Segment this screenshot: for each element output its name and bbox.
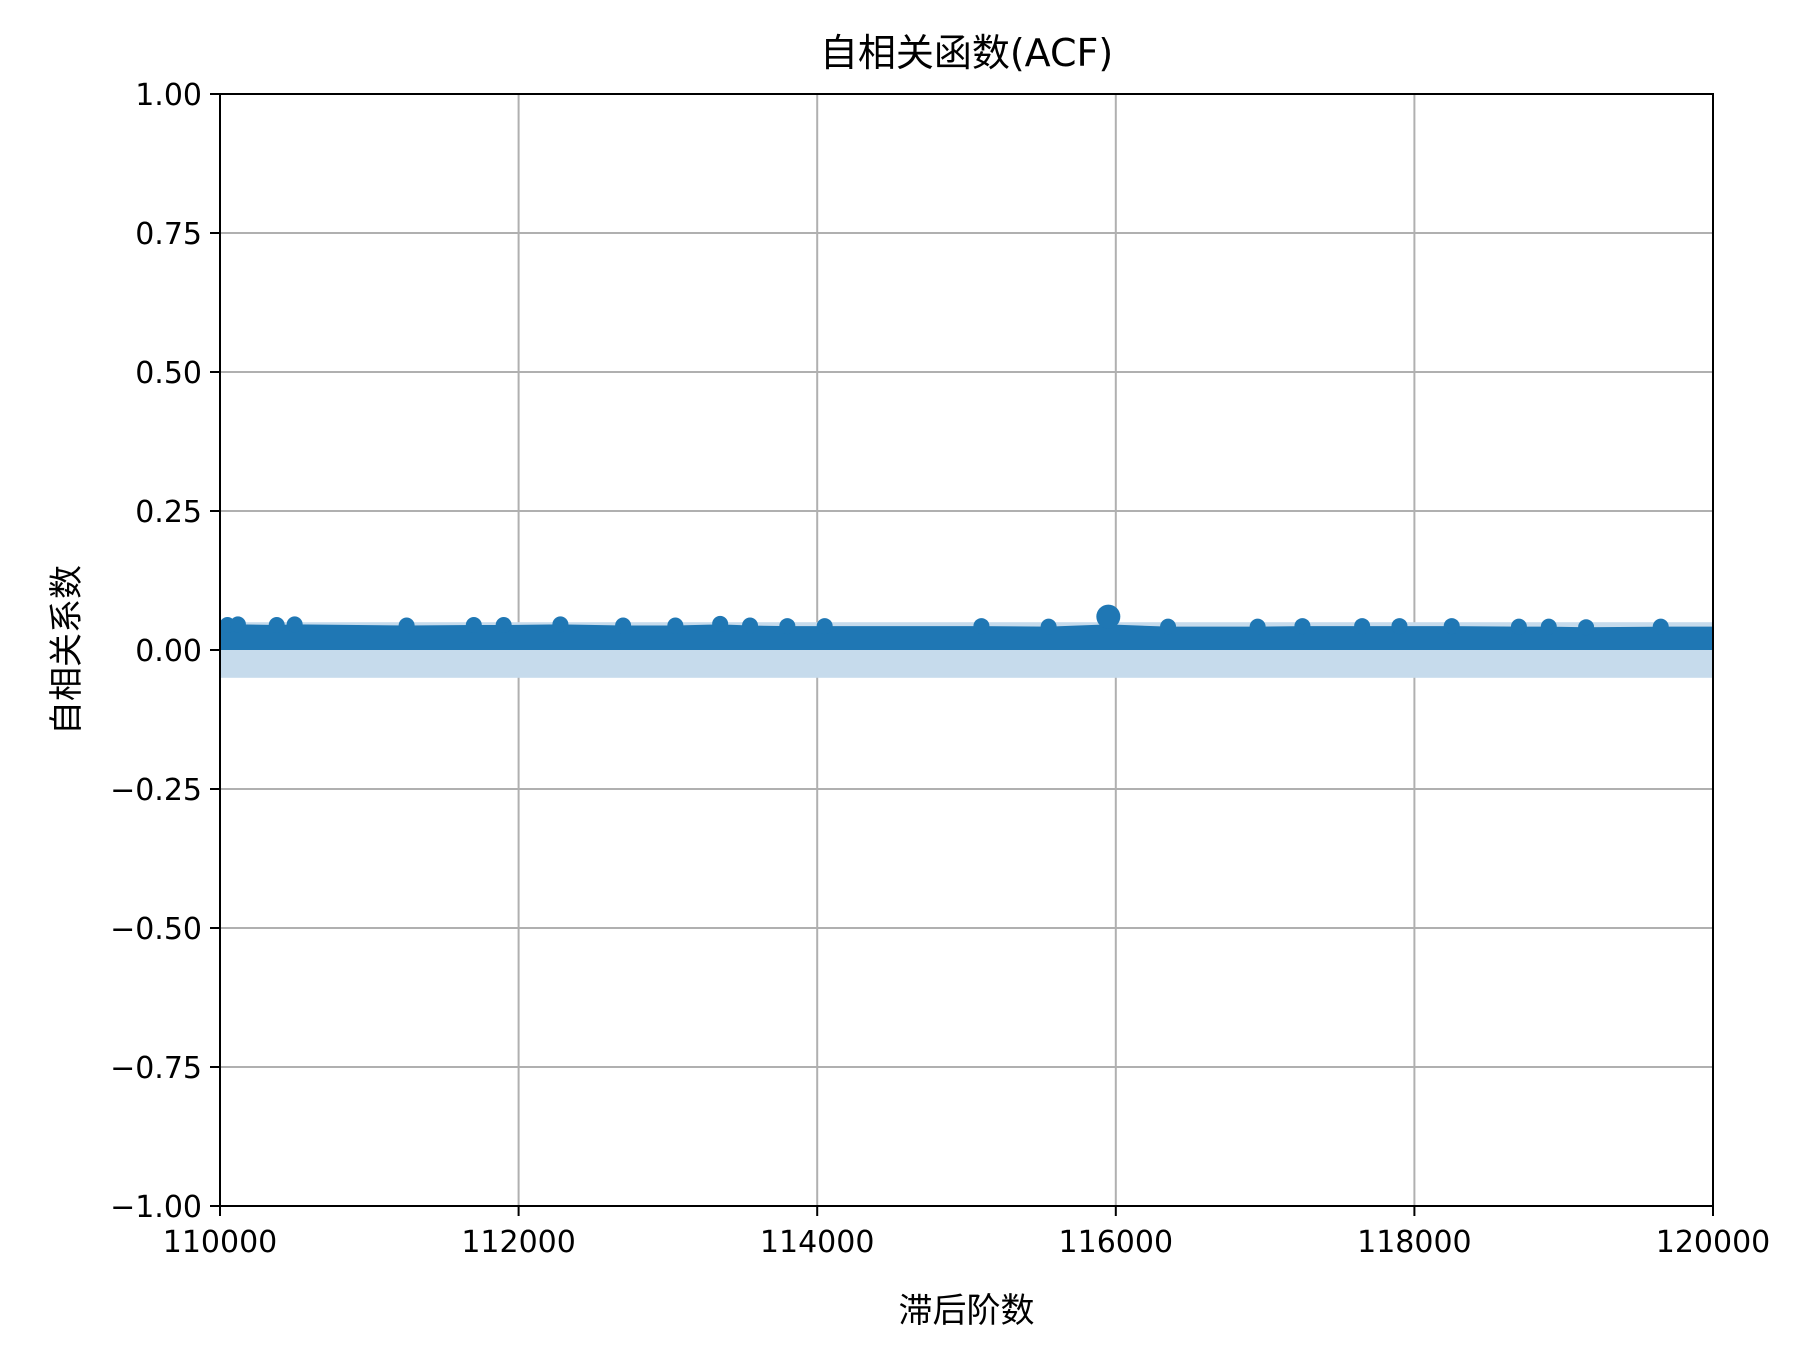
y-tick-label: 0.75	[135, 217, 202, 252]
x-axis-ticks: 110000 112000 114000 116000 118000 120000	[163, 1206, 1771, 1260]
y-tick-label: 0.50	[135, 356, 202, 391]
x-tick-label: 116000	[1059, 1225, 1174, 1260]
acf-marker	[1096, 604, 1121, 629]
y-axis-title: 自相关系数	[47, 565, 87, 735]
x-tick-label: 118000	[1357, 1225, 1472, 1260]
chart-title: 自相关函数(ACF)	[820, 31, 1113, 75]
x-tick-label: 120000	[1656, 1225, 1771, 1260]
acf-marker	[1040, 618, 1057, 635]
y-tick-label: 0.00	[135, 634, 202, 669]
acf-marker	[286, 616, 303, 633]
acf-marker	[268, 616, 285, 633]
marker-layer	[219, 604, 1669, 636]
x-tick-label: 114000	[760, 1225, 875, 1260]
acf-marker	[615, 617, 632, 634]
y-tick-label: −0.25	[110, 773, 202, 808]
y-axis-ticks: 1.00 0.75 0.50 0.25 0.00 −0.25 −0.50 −0.75 −1.00	[110, 78, 220, 1225]
acf-marker	[779, 618, 796, 635]
y-tick-label: −0.50	[110, 912, 202, 947]
acf-marker	[465, 616, 482, 633]
acf-marker	[742, 617, 759, 634]
x-axis-title: 滞后阶数	[899, 1291, 1035, 1331]
acf-marker	[712, 615, 729, 632]
acf-marker	[1652, 618, 1669, 635]
x-tick-label: 112000	[461, 1225, 576, 1260]
y-tick-label: 1.00	[135, 78, 202, 113]
acf-marker	[1249, 618, 1266, 635]
acf-marker	[816, 618, 833, 635]
acf-marker	[1578, 619, 1595, 636]
stem-layer	[220, 624, 1713, 650]
acf-marker	[667, 617, 684, 634]
x-tick-label: 110000	[163, 1225, 278, 1260]
acf-marker	[1443, 618, 1460, 635]
acf-marker	[1391, 618, 1408, 635]
acf-marker	[973, 618, 990, 635]
y-tick-label: −0.75	[110, 1051, 202, 1086]
acf-stems	[220, 624, 1713, 650]
acf-marker	[1354, 618, 1371, 635]
acf-marker	[1510, 618, 1527, 635]
acf-marker	[1540, 618, 1557, 635]
y-tick-label: 0.25	[135, 495, 202, 530]
acf-marker	[552, 616, 569, 633]
y-tick-label: −1.00	[110, 1190, 202, 1225]
acf-marker	[495, 616, 512, 633]
acf-marker	[229, 616, 246, 633]
acf-marker	[1294, 618, 1311, 635]
acf-marker	[398, 617, 415, 634]
acf-marker	[1160, 618, 1177, 635]
